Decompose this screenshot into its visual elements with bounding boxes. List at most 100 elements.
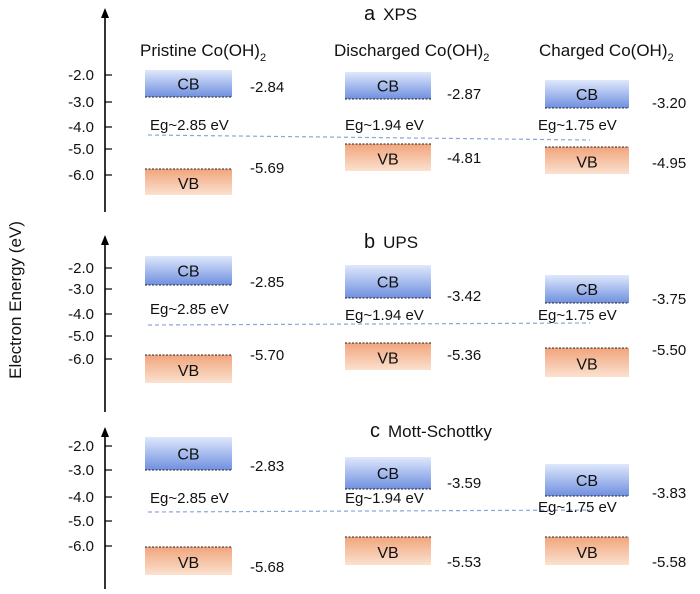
cb-label: CB <box>377 79 399 96</box>
vb-value: -5.58 <box>652 554 686 571</box>
y-axis-arrow <box>101 235 109 245</box>
fermi-level-line <box>147 322 591 326</box>
cb-value: -2.87 <box>447 86 481 103</box>
y-tick-label: -5.0 <box>68 513 94 530</box>
y-axis-arrow <box>101 8 109 18</box>
band-gap-label: Eg~1.94 eV <box>345 307 424 324</box>
panel-c: c Mott-Schottky -2.0 -3.0 -4.0 -5.0 -6.0 CB -2.8… <box>68 420 686 589</box>
cb-band <box>145 256 232 285</box>
cb-label: CB <box>177 447 199 464</box>
panel-title-a: a XPS <box>364 3 417 25</box>
vb-value: -5.53 <box>447 554 481 571</box>
cb-label: CB <box>177 77 199 94</box>
vb-label: VB <box>377 152 398 169</box>
vb-band <box>345 537 431 565</box>
cb-band <box>345 457 431 489</box>
cb-band <box>345 265 431 298</box>
cb-label: CB <box>377 466 399 483</box>
y-tick-label: -3.0 <box>68 281 94 298</box>
vb-band <box>545 348 629 377</box>
vb-label: VB <box>576 545 597 562</box>
cb-label: CB <box>576 87 598 104</box>
column-header-charged: Charged Co(OH)2 <box>539 41 674 64</box>
column-header-discharged: Discharged Co(OH)2 <box>334 41 489 64</box>
cb-value: -3.20 <box>652 95 686 112</box>
band-gap-label: Eg~2.85 eV <box>150 117 229 134</box>
y-tick-label: -2.0 <box>68 438 94 455</box>
cb-band <box>545 464 629 496</box>
cb-value: -3.59 <box>447 475 481 492</box>
fermi-level-line <box>147 509 591 513</box>
cb-band <box>545 275 629 303</box>
panel-technique: UPS <box>383 233 418 252</box>
vb-band <box>345 343 431 370</box>
cb-band <box>345 72 431 99</box>
panel-title-b: b UPS <box>364 231 418 253</box>
vb-label: VB <box>576 155 597 172</box>
band-gap-label: Eg~1.94 eV <box>345 490 424 507</box>
vb-label: VB <box>178 555 199 572</box>
vb-label: VB <box>178 363 199 380</box>
y-tick-label: -4.0 <box>68 119 94 136</box>
cb-band <box>145 437 232 470</box>
vb-value: -4.95 <box>652 155 686 172</box>
vb-value: -5.50 <box>652 342 686 359</box>
panels-group: a XPS -2.0 -3.0 -4.0 -5.0 -6.0 CB -2.84 VB -5.69 Eg… <box>68 3 686 589</box>
y-tick-label: -5.0 <box>68 328 94 345</box>
y-axis-label: Electron Energy (eV) <box>6 221 25 379</box>
band-gap-label: Eg~1.75 eV <box>538 307 617 324</box>
cb-value: -2.83 <box>250 458 284 475</box>
vb-value: -4.81 <box>447 150 481 167</box>
cb-value: -2.85 <box>250 274 284 291</box>
vb-value: -5.70 <box>250 347 284 364</box>
y-axis-arrow <box>101 427 109 437</box>
vb-value: -5.68 <box>250 559 284 576</box>
cb-label: CB <box>177 264 199 281</box>
vb-label: VB <box>377 545 398 562</box>
panel-letter: c <box>370 420 380 442</box>
vb-label: VB <box>377 351 398 368</box>
y-tick-label: -2.0 <box>68 260 94 277</box>
cb-value: -3.83 <box>652 485 686 502</box>
vb-band <box>145 169 232 195</box>
band-gap-label: Eg~2.85 eV <box>150 301 229 318</box>
y-tick-label: -6.0 <box>68 538 94 555</box>
panel-a: a XPS -2.0 -3.0 -4.0 -5.0 -6.0 CB -2.84 VB -5.69 Eg… <box>68 3 686 212</box>
fermi-level-line <box>147 134 591 141</box>
y-tick-label: -4.0 <box>68 489 94 506</box>
y-tick-label: -2.0 <box>68 67 94 84</box>
cb-band <box>545 80 629 108</box>
y-tick-label: -6.0 <box>68 167 94 184</box>
band-gap-label: Eg~1.75 eV <box>538 499 617 516</box>
cb-value: -2.84 <box>250 79 284 96</box>
band-gap-label: Eg~1.94 eV <box>345 117 424 134</box>
vb-label: VB <box>178 176 199 193</box>
panel-letter: a <box>364 3 376 25</box>
cb-label: CB <box>377 275 399 292</box>
cb-band <box>145 70 232 97</box>
vb-band <box>145 547 232 575</box>
y-tick-label: -3.0 <box>68 94 94 111</box>
cb-value: -3.42 <box>447 288 481 305</box>
panel-letter: b <box>364 231 375 253</box>
cb-value: -3.75 <box>652 291 686 308</box>
panel-technique: Mott-Schottky <box>388 422 492 441</box>
column-header-pristine: Pristine Co(OH)2 <box>140 41 266 64</box>
panel-b: b UPS -2.0 -3.0 -4.0 -5.0 -6.0 CB -2.85 VB -5.70 Eg… <box>68 231 686 412</box>
y-tick-label: -4.0 <box>68 306 94 323</box>
panel-technique: XPS <box>383 5 417 24</box>
y-tick-label: -6.0 <box>68 351 94 368</box>
vb-label: VB <box>576 357 597 374</box>
cb-label: CB <box>576 473 598 490</box>
band-gap-label: Eg~2.85 eV <box>150 490 229 507</box>
y-tick-label: -3.0 <box>68 462 94 479</box>
vb-band <box>145 355 232 383</box>
vb-band <box>545 537 629 565</box>
vb-value: -5.36 <box>447 347 481 364</box>
cb-label: CB <box>576 282 598 299</box>
y-tick-label: -5.0 <box>68 141 94 158</box>
vb-band <box>345 144 431 171</box>
band-gap-label: Eg~1.75 eV <box>538 117 617 134</box>
vb-band <box>545 147 629 174</box>
